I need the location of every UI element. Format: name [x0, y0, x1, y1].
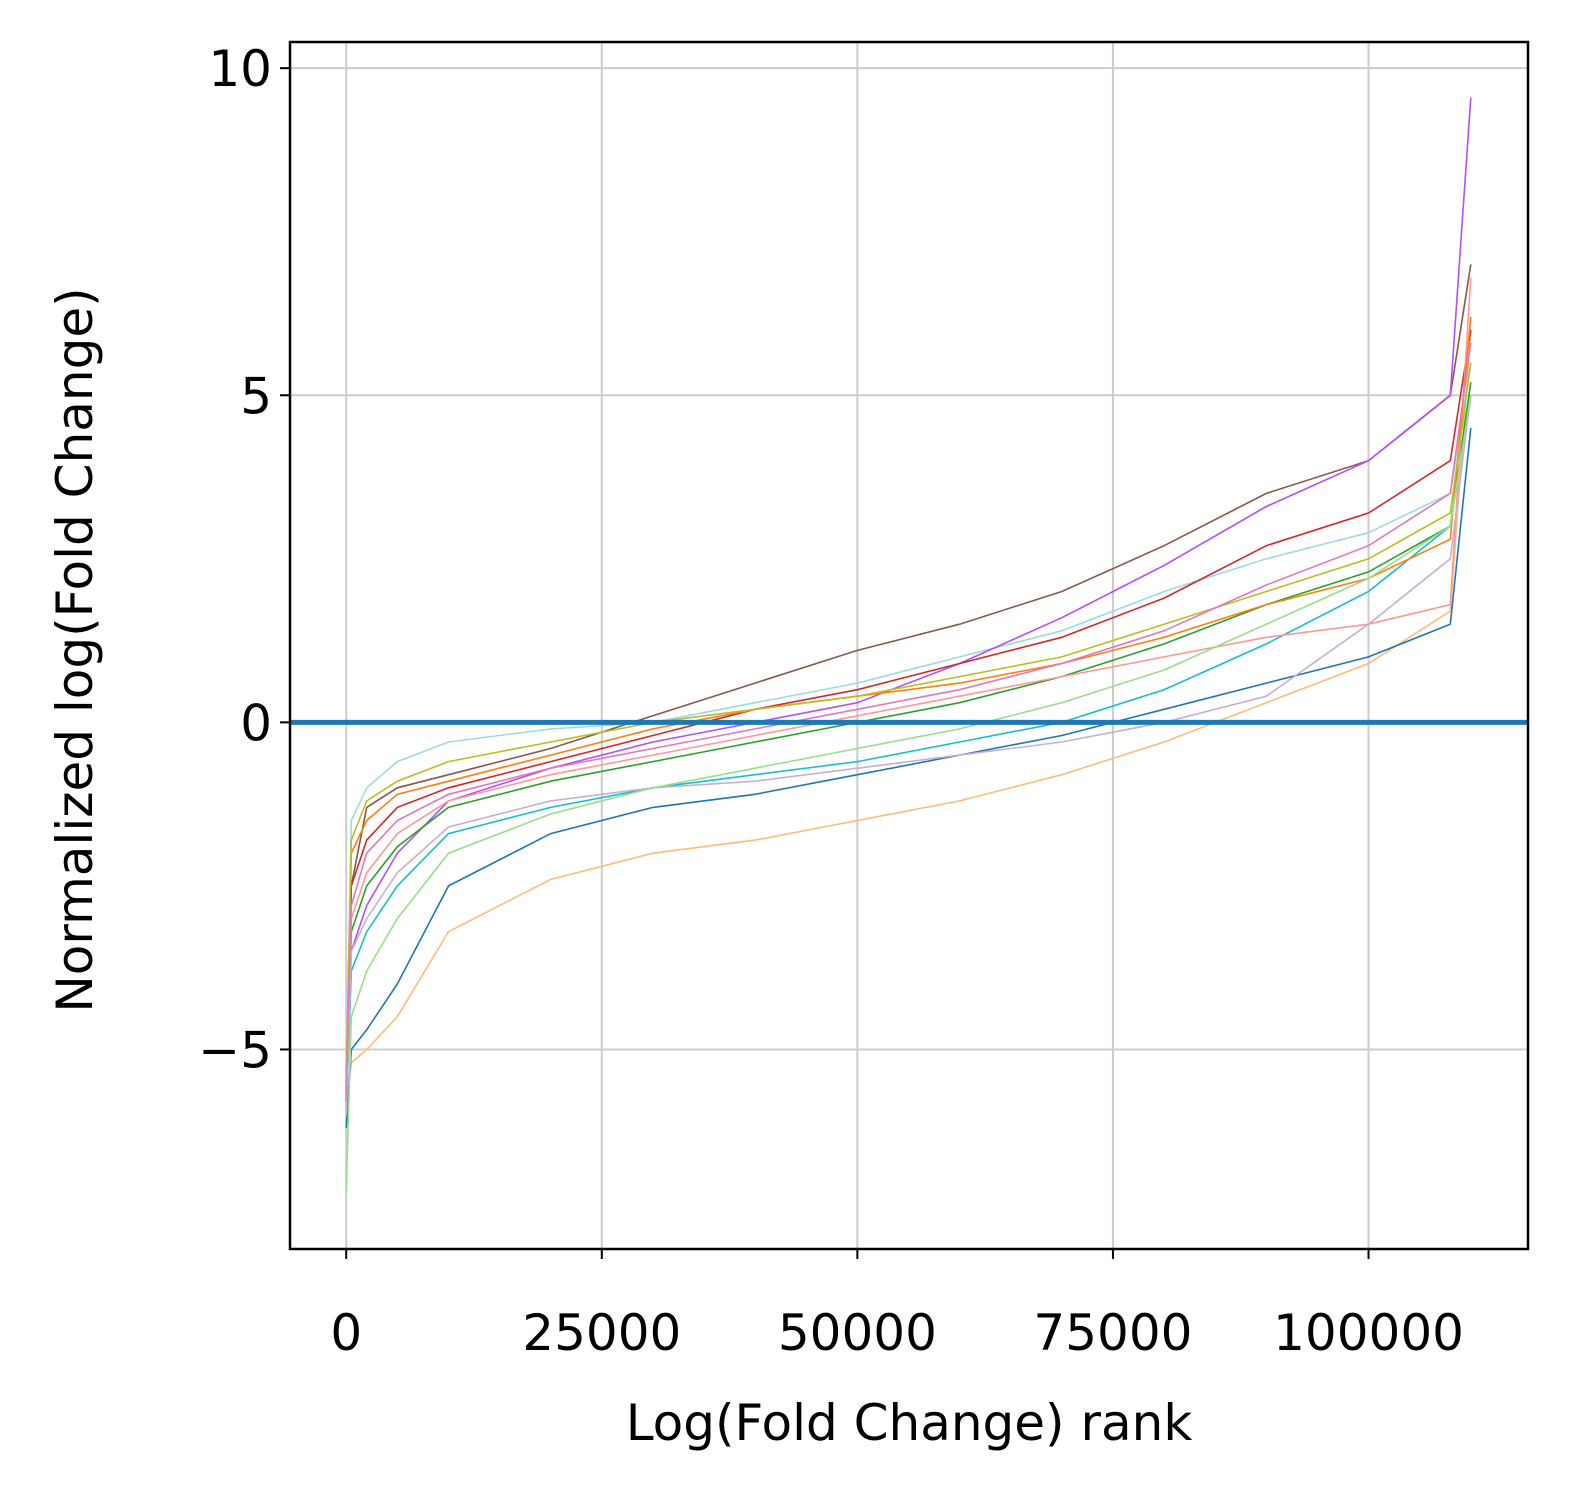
y-tick-label: 10 [208, 40, 272, 98]
series-line [345, 427, 1472, 1129]
x-tick-label: 100000 [1273, 1304, 1464, 1362]
series-line [345, 316, 1472, 1089]
series-line [345, 342, 1472, 1096]
series-line [345, 97, 1472, 1102]
x-tick-label: 0 [330, 1304, 362, 1362]
series-line [345, 362, 1472, 1083]
y-axis-label: Normalized log(Fold Change) [46, 287, 104, 1012]
y-tick-label: 0 [240, 694, 272, 752]
x-tick-label: 75000 [1033, 1304, 1192, 1362]
series-line [345, 329, 1472, 1115]
y-tick-label: −5 [198, 1021, 272, 1079]
series-line [345, 277, 1472, 1096]
series-line [345, 264, 1472, 1083]
x-axis-label: Log(Fold Change) rank [626, 1394, 1193, 1452]
x-tick-label: 50000 [778, 1304, 937, 1362]
series-line [345, 395, 1472, 1115]
series-line [345, 395, 1472, 1194]
series-line [345, 382, 1472, 1102]
plot-frame [288, 40, 1530, 1251]
series-line [345, 329, 1472, 1089]
y-tick-label: 5 [240, 367, 272, 425]
series-line [345, 395, 1472, 1115]
x-tick-label: 25000 [522, 1304, 681, 1362]
series-line [345, 362, 1472, 1083]
